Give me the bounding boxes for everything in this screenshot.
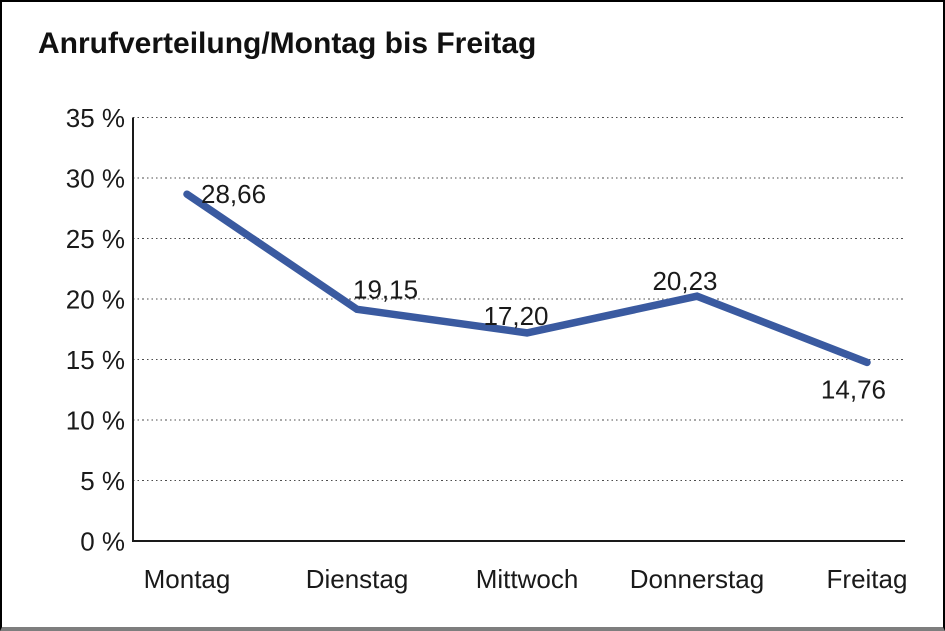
y-tick-label: 5 % <box>80 466 125 496</box>
x-category-label: Donnerstag <box>630 564 764 594</box>
y-tick-label: 35 % <box>66 103 125 133</box>
x-category-label: Mittwoch <box>476 564 579 594</box>
y-tick-label: 0 % <box>80 527 125 557</box>
data-point-label: 17,20 <box>483 301 548 331</box>
y-tick-label: 20 % <box>66 285 125 315</box>
y-tick-label: 25 % <box>66 224 125 254</box>
x-category-label: Freitag <box>827 564 908 594</box>
y-tick-label: 15 % <box>66 345 125 375</box>
data-line <box>183 190 871 367</box>
x-category-label: Montag <box>144 564 231 594</box>
y-tick-label: 30 % <box>66 164 125 194</box>
chart-title: Anrufverteilung/Montag bis Freitag <box>38 27 537 60</box>
data-point-label: 28,66 <box>201 179 266 209</box>
x-category-label: Dienstag <box>306 564 409 594</box>
data-point-label: 20,23 <box>652 266 717 296</box>
y-tick-label: 10 % <box>66 406 125 436</box>
data-point-label: 14,76 <box>821 374 886 404</box>
data-point-label: 19,15 <box>353 274 418 304</box>
